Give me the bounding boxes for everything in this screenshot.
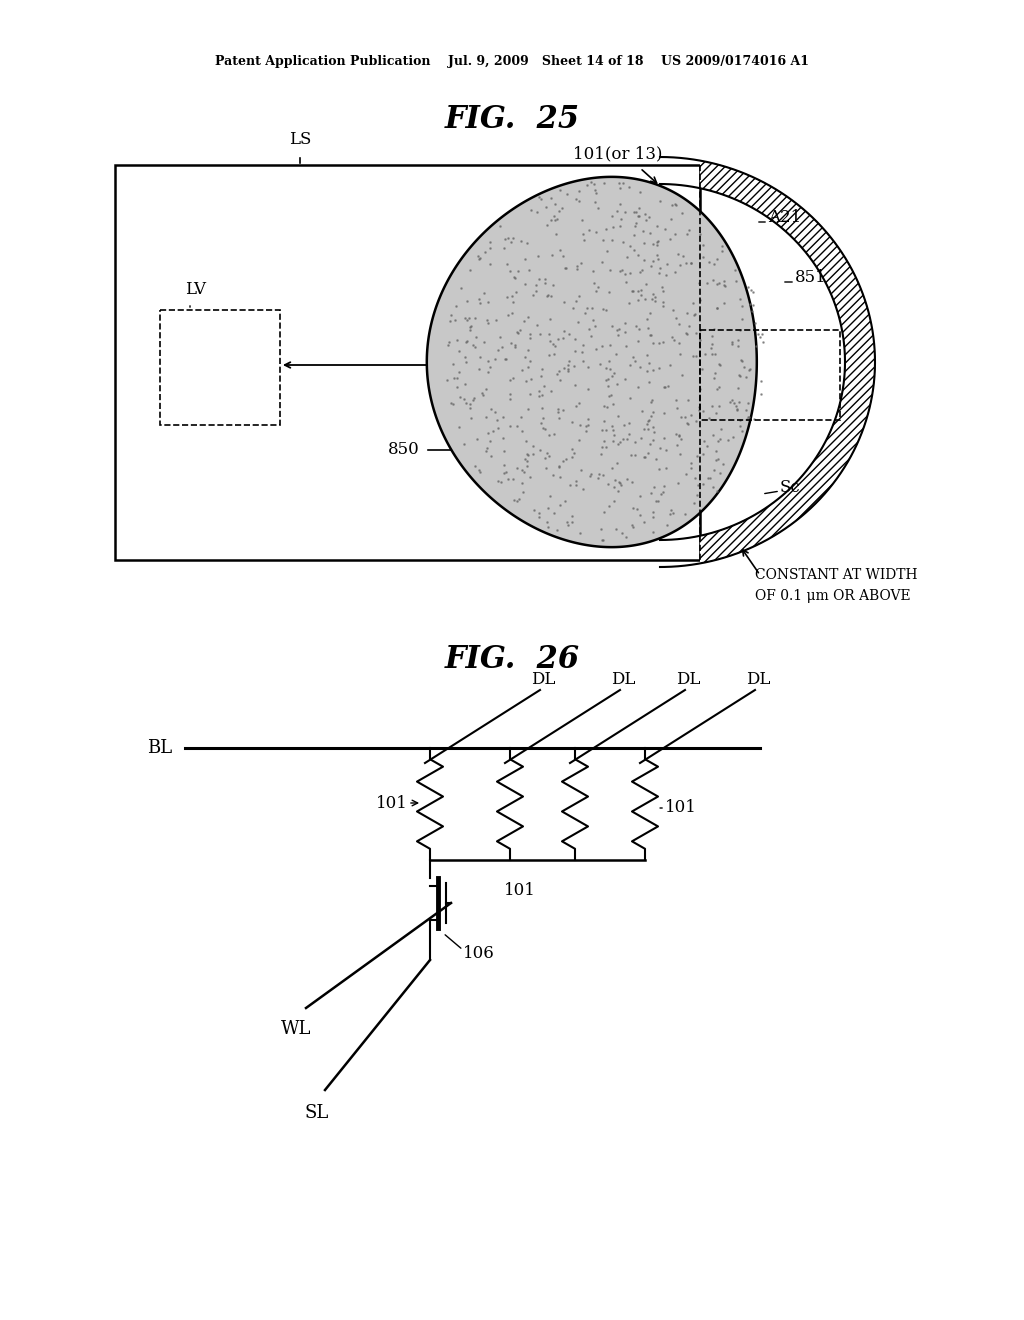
Text: LV: LV <box>185 281 206 298</box>
Text: 101: 101 <box>376 795 408 812</box>
Text: FIG.  26: FIG. 26 <box>444 644 580 676</box>
Text: 101: 101 <box>665 800 697 817</box>
Bar <box>700 330 840 420</box>
Text: Patent Application Publication    Jul. 9, 2009   Sheet 14 of 18    US 2009/01740: Patent Application Publication Jul. 9, 2… <box>215 55 809 69</box>
Text: CONSTANT AT WIDTH: CONSTANT AT WIDTH <box>755 568 918 582</box>
Text: BL: BL <box>146 739 172 756</box>
Text: LS: LS <box>289 131 311 148</box>
Text: 101(or 13): 101(or 13) <box>573 145 663 162</box>
Text: 101: 101 <box>504 882 536 899</box>
Text: La: La <box>460 337 480 352</box>
Text: FIG.  25: FIG. 25 <box>444 104 580 136</box>
Text: 851: 851 <box>795 269 826 286</box>
Bar <box>160 310 280 425</box>
Text: 106: 106 <box>463 945 495 961</box>
Text: DL: DL <box>610 671 635 688</box>
Text: OF 0.1 μm OR ABOVE: OF 0.1 μm OR ABOVE <box>755 589 910 603</box>
Text: A21: A21 <box>768 210 801 227</box>
Text: DL: DL <box>530 671 555 688</box>
Text: DL: DL <box>745 671 770 688</box>
Polygon shape <box>427 177 757 548</box>
Polygon shape <box>660 157 874 568</box>
Text: WL: WL <box>281 1020 311 1038</box>
Text: SL: SL <box>305 1104 329 1122</box>
Text: 850: 850 <box>388 441 420 458</box>
Bar <box>115 165 700 560</box>
Text: DL: DL <box>676 671 700 688</box>
Text: TV: TV <box>672 330 695 346</box>
Text: Sc: Sc <box>780 479 801 496</box>
